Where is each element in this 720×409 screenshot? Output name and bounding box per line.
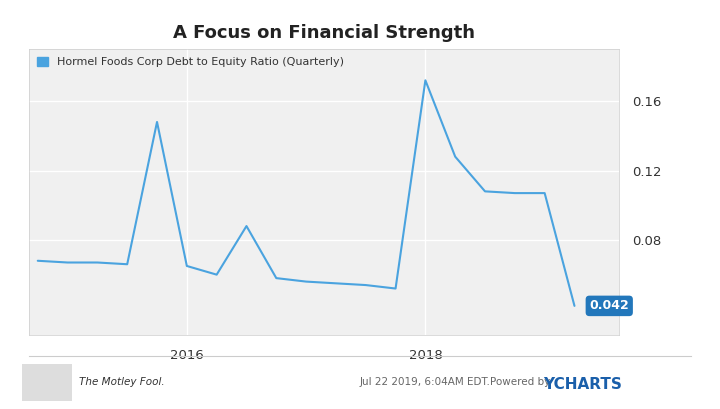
Legend: Hormel Foods Corp Debt to Equity Ratio (Quarterly): Hormel Foods Corp Debt to Equity Ratio (… [33,54,347,71]
Text: Powered by: Powered by [490,378,550,387]
Text: Jul 22 2019, 6:04AM EDT.: Jul 22 2019, 6:04AM EDT. [360,378,491,387]
Text: The Motley Fool.: The Motley Fool. [79,378,165,387]
Text: YCHARTS: YCHARTS [544,377,623,392]
Text: 0.042: 0.042 [590,299,629,312]
Title: A Focus on Financial Strength: A Focus on Financial Strength [173,24,475,42]
